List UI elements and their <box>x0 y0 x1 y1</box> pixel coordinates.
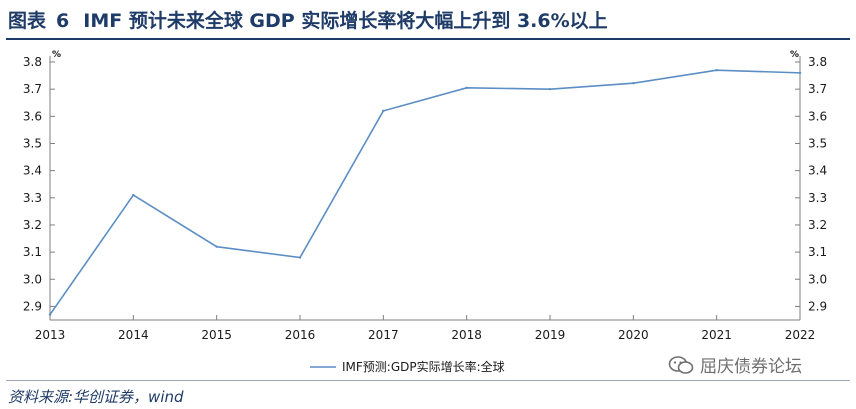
y-tick-label-left: 3.1 <box>23 245 42 259</box>
figure-label: 图表 <box>8 10 47 32</box>
x-tick-label: 2013 <box>35 328 66 342</box>
data-point <box>298 256 302 259</box>
data-point <box>382 109 385 113</box>
y-tick-label-right: 3.2 <box>808 218 827 232</box>
data-point <box>48 313 52 316</box>
y-unit-left: % <box>52 50 61 60</box>
x-tick-label: 2018 <box>451 328 482 342</box>
y-tick-label-left: 2.9 <box>23 299 42 313</box>
data-point <box>215 245 218 248</box>
footer-rule <box>6 380 850 381</box>
header-rule <box>6 38 850 40</box>
x-tick-label: 2021 <box>701 328 732 342</box>
source-note: 资料来源:华创证券，wind <box>8 388 184 406</box>
data-point <box>548 87 552 91</box>
y-tick-label-right: 3.7 <box>808 82 827 96</box>
data-point <box>798 71 802 75</box>
series-line <box>49 69 801 316</box>
y-tick-label-right: 3.0 <box>808 272 827 286</box>
watermark-text: 屈庆债券论坛 <box>700 357 802 377</box>
data-point <box>715 68 718 72</box>
data-point <box>132 193 135 197</box>
y-tick-label-left: 3.8 <box>23 55 42 69</box>
x-tick-label: 2022 <box>785 328 816 342</box>
legend-label: IMF预测:GDP实际增长率:全球 <box>342 359 505 374</box>
y-tick-label-left: 3.4 <box>23 164 42 178</box>
y-unit-right: % <box>790 50 799 60</box>
data-point <box>465 86 468 89</box>
y-tick-label-left: 3.6 <box>23 109 42 123</box>
watermark: 屈庆债券论坛 <box>668 352 802 377</box>
y-tick-label-left: 3.5 <box>23 136 42 150</box>
figure-number: 6 <box>56 10 70 32</box>
wechat-icon <box>668 355 694 374</box>
y-tick-label-right: 2.9 <box>808 299 827 313</box>
y-tick-label-right: 3.4 <box>808 164 827 178</box>
y-tick-label-right: 3.3 <box>808 191 827 205</box>
data-point <box>632 81 635 85</box>
x-tick-label: 2015 <box>201 328 232 342</box>
y-tick-label-left: 3.3 <box>23 191 42 205</box>
figure-title: 图表 6 IMF 预计未来全球 GDP 实际增长率将大幅上升到 3.6%以上 <box>8 6 608 33</box>
y-tick-label-left: 3.0 <box>23 272 42 286</box>
x-tick-label: 2019 <box>535 328 566 342</box>
figure-header: 图表 6 IMF 预计未来全球 GDP 实际增长率将大幅上升到 3.6%以上 <box>0 0 856 40</box>
x-tick-label: 2017 <box>368 328 399 342</box>
line-chart: % % 2.9 2.9 3.0 3.0 3.1 3.1 3.2 3.2 3.3 3.3 3.4 3.4 3.… <box>23 50 827 374</box>
x-tick-label: 2020 <box>618 328 649 342</box>
y-tick-label-left: 3.2 <box>23 218 42 232</box>
x-tick-label: 2016 <box>285 328 316 342</box>
y-tick-label-right: 3.5 <box>808 136 827 150</box>
y-tick-label-right: 3.8 <box>808 55 827 69</box>
figure-title-text: IMF 预计未来全球 GDP 实际增长率将大幅上升到 3.6%以上 <box>83 10 608 32</box>
x-tick-label: 2014 <box>118 328 149 342</box>
y-tick-label-right: 3.1 <box>808 245 827 259</box>
y-tick-label-left: 3.7 <box>23 82 42 96</box>
y-tick-label-right: 3.6 <box>808 109 827 123</box>
